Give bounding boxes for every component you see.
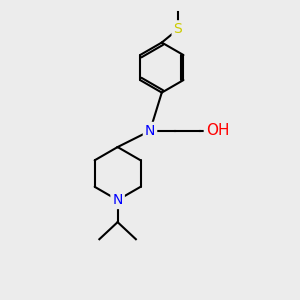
Text: N: N (145, 124, 155, 138)
Text: S: S (174, 22, 182, 36)
Text: N: N (112, 193, 123, 207)
Text: OH: OH (206, 123, 230, 138)
